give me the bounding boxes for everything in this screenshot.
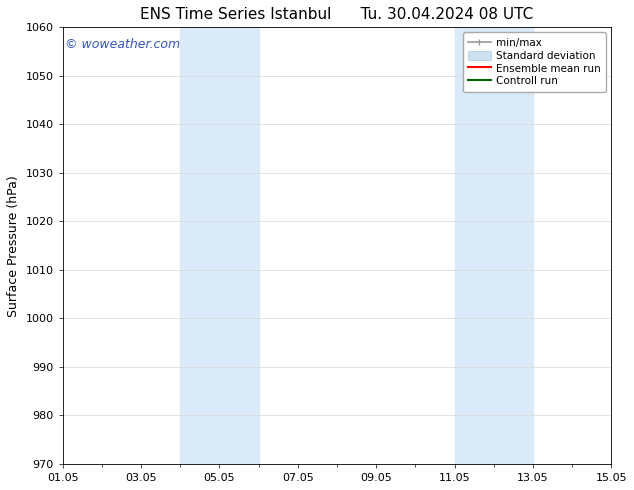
Bar bbox=[455, 27, 533, 464]
Text: © woweather.com: © woweather.com bbox=[65, 38, 181, 51]
Y-axis label: Surface Pressure (hPa): Surface Pressure (hPa) bbox=[7, 175, 20, 317]
Title: ENS Time Series Istanbul      Tu. 30.04.2024 08 UTC: ENS Time Series Istanbul Tu. 30.04.2024 … bbox=[140, 7, 534, 22]
Legend: min/max, Standard deviation, Ensemble mean run, Controll run: min/max, Standard deviation, Ensemble me… bbox=[463, 32, 606, 92]
Bar bbox=[180, 27, 259, 464]
